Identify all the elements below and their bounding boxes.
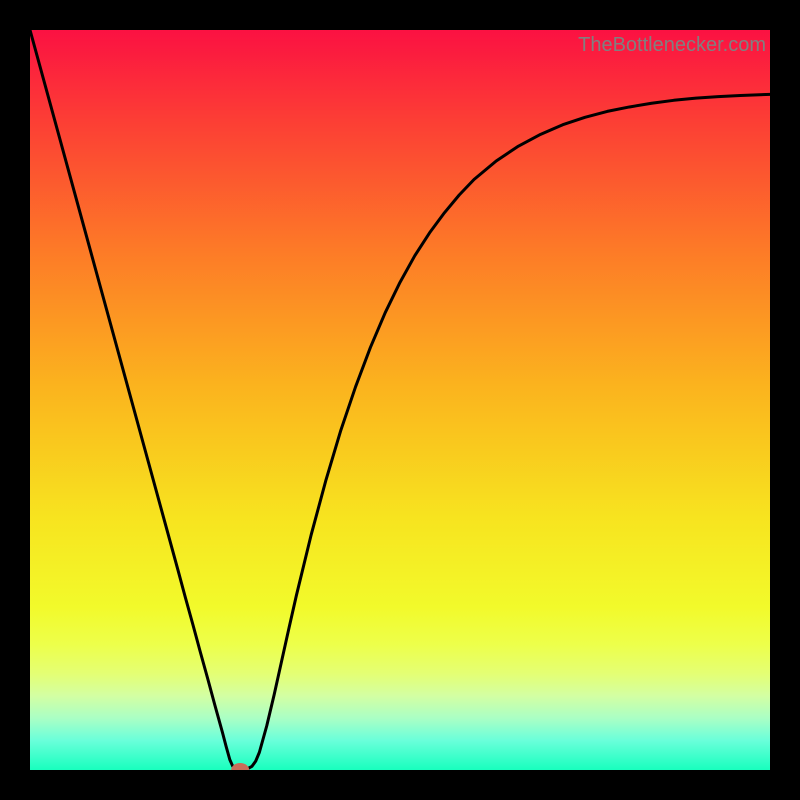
bottleneck-curve (30, 30, 770, 770)
optimum-marker (231, 763, 249, 770)
curve-path (30, 30, 770, 769)
watermark-text: TheBottlenecker.com (578, 34, 766, 57)
chart-frame: TheBottlenecker.com (0, 0, 800, 800)
plot-area: TheBottlenecker.com (30, 30, 770, 770)
